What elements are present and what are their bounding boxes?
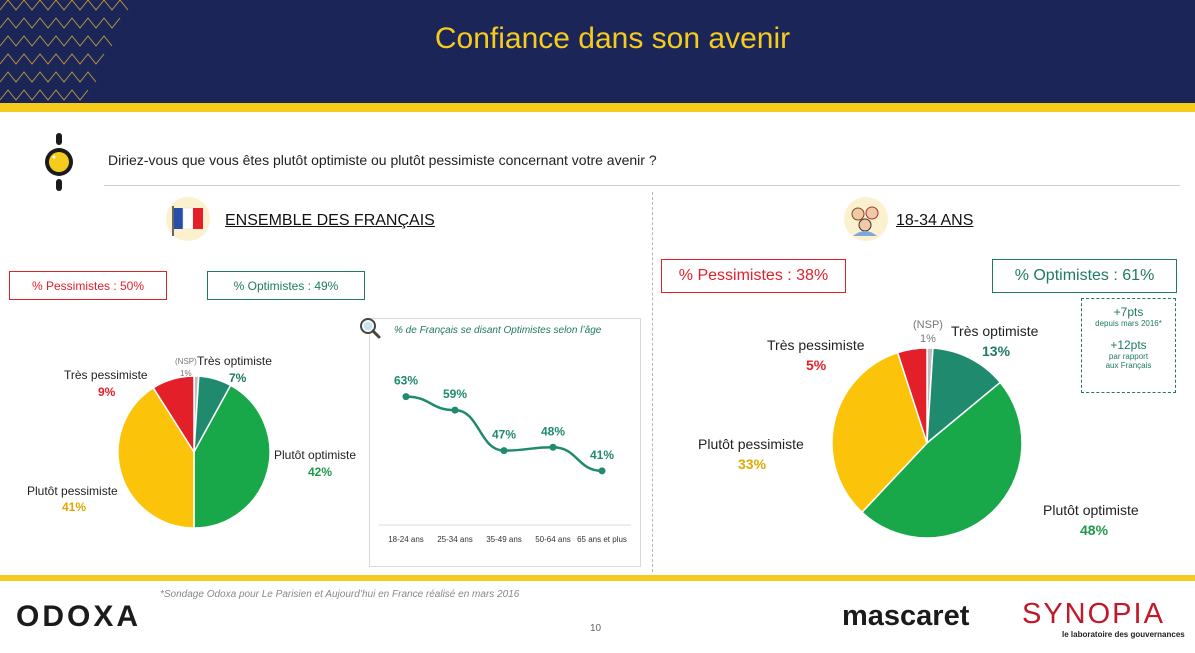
line-chart-point-5 bbox=[598, 467, 606, 475]
pie-all-slice-tres-pessimiste bbox=[152, 375, 195, 455]
survey-question: Diriez-vous que vous êtes plutôt optimis… bbox=[108, 152, 657, 168]
line-chart-point-1 bbox=[402, 393, 410, 401]
optimists-badge-18-34: % Optimistes : 61% bbox=[992, 259, 1177, 293]
french-flag-icon bbox=[166, 197, 210, 241]
column-separator bbox=[652, 192, 653, 572]
line-chart-category-label-4: 50-64 ans bbox=[535, 535, 571, 544]
pie-young-label-plutot-pessimiste: Plutôt pessimiste bbox=[698, 436, 804, 452]
evolution-note-vs-french-1: par rapport bbox=[1108, 352, 1149, 361]
pie-young-slice-tres-pessimiste bbox=[896, 347, 928, 444]
pie-young-label-nsp: (NSP) bbox=[913, 319, 943, 331]
pie-young-value-tres-optimiste: 13% bbox=[982, 343, 1011, 359]
header-banner: Confiance dans son avenir bbox=[0, 0, 1195, 103]
pie-all-value-nsp: 1% bbox=[180, 369, 192, 378]
pie-all-slice-plutot-optimiste bbox=[193, 384, 271, 529]
young-people-icon bbox=[844, 197, 888, 241]
line-chart-category-label-5: 65 ans et plus bbox=[577, 535, 627, 544]
pie-young-label-plutot-optimiste: Plutôt optimiste bbox=[1043, 502, 1139, 518]
page-title: Confiance dans son avenir bbox=[434, 22, 791, 55]
evolution-note-vs-french-2: aux Français bbox=[1105, 361, 1152, 370]
evolution-value-since-2016: +7pts bbox=[1113, 305, 1144, 319]
pie-young-label-tres-pessimiste: Très pessimiste bbox=[767, 337, 865, 353]
line-chart-value-label-4: 48% bbox=[541, 424, 565, 438]
pie-all-label-tres-optimiste: Très optimiste bbox=[197, 354, 272, 368]
evolution-note-since-2016: depuis mars 2016* bbox=[1095, 319, 1162, 328]
pie-young-value-nsp: 1% bbox=[920, 333, 936, 345]
pie-chart-18-34 bbox=[831, 347, 1023, 539]
line-chart-value-label-3: 47% bbox=[492, 428, 516, 442]
pie-young-value-plutot-pessimiste: 33% bbox=[738, 456, 767, 472]
synopia-tagline: le laboratoire des gouvernances bbox=[1062, 630, 1185, 639]
pie-all-label-plutot-pessimiste: Plutôt pessimiste bbox=[27, 484, 118, 498]
odoxa-logo: ODOXA bbox=[16, 600, 142, 633]
pie-young-value-tres-pessimiste: 5% bbox=[806, 357, 827, 373]
pie-young-slice-plutot-optimiste bbox=[860, 381, 1023, 539]
line-chart-category-label-1: 18-24 ans bbox=[388, 535, 424, 544]
pie-all-label-tres-pessimiste: Très pessimiste bbox=[64, 368, 148, 382]
section-title-18-34: 18-34 ANS bbox=[896, 212, 974, 229]
pie-all-value-plutot-pessimiste: 41% bbox=[62, 500, 87, 514]
optimists-badge-all: % Optimistes : 49% bbox=[207, 271, 365, 300]
pie-all-value-tres-optimiste: 7% bbox=[229, 371, 247, 385]
pie-all-label-nsp: (NSP) bbox=[175, 357, 197, 366]
divider bbox=[104, 185, 1180, 186]
line-chart-category-label-3: 35-49 ans bbox=[486, 535, 522, 544]
pie-young-slice-plutot-pessimiste bbox=[831, 351, 928, 514]
line-chart-point-4 bbox=[549, 443, 557, 451]
magnifier-icon bbox=[360, 318, 381, 339]
line-chart-point-2 bbox=[451, 406, 459, 414]
page-number: 10 bbox=[590, 623, 602, 634]
line-chart-value-label-5: 41% bbox=[590, 448, 614, 462]
pessimists-badge-18-34: % Pessimistes : 38% bbox=[661, 259, 846, 293]
pie-all-value-plutot-optimiste: 42% bbox=[308, 465, 333, 479]
mascaret-logo: mascaret bbox=[842, 600, 970, 632]
age-line-chart: 63% 18-24 ans 59% 25-34 ans 47% 35-49 ans 48% 5… bbox=[379, 374, 631, 544]
evolution-box: +7pts depuis mars 2016* +12pts par rappo… bbox=[1081, 298, 1176, 393]
pie-young-slice-tres-optimiste bbox=[926, 347, 1002, 445]
footer-gold-bar bbox=[0, 575, 1195, 581]
pie-all-value-tres-pessimiste: 9% bbox=[98, 385, 116, 399]
header-gold-bar bbox=[0, 103, 1195, 112]
odoxa-coin-icon bbox=[45, 133, 73, 191]
pessimists-badge-all: % Pessimistes : 50% bbox=[9, 271, 167, 300]
source-footnote: *Sondage Odoxa pour Le Parisien et Aujou… bbox=[160, 589, 520, 600]
pie-young-value-plutot-optimiste: 48% bbox=[1080, 522, 1109, 538]
evolution-value-vs-french: +12pts bbox=[1110, 338, 1147, 352]
line-chart-value-label-2: 59% bbox=[443, 387, 467, 401]
pie-all-label-plutot-optimiste: Plutôt optimiste bbox=[274, 448, 357, 462]
line-chart-category-label-2: 25-34 ans bbox=[437, 535, 473, 544]
pie-chart-all bbox=[117, 375, 271, 529]
synopia-logo: SYNOPIA bbox=[1022, 598, 1165, 630]
line-chart-value-label-1: 63% bbox=[394, 374, 418, 388]
line-chart-point-3 bbox=[500, 447, 508, 455]
section-title-all: ENSEMBLE DES FRANÇAIS bbox=[225, 212, 435, 229]
header-pattern-decoration bbox=[0, 0, 129, 101]
line-chart-title: % de Français se disant Optimistes selon… bbox=[394, 325, 602, 336]
pie-young-label-tres-optimiste: Très optimiste bbox=[951, 323, 1039, 339]
